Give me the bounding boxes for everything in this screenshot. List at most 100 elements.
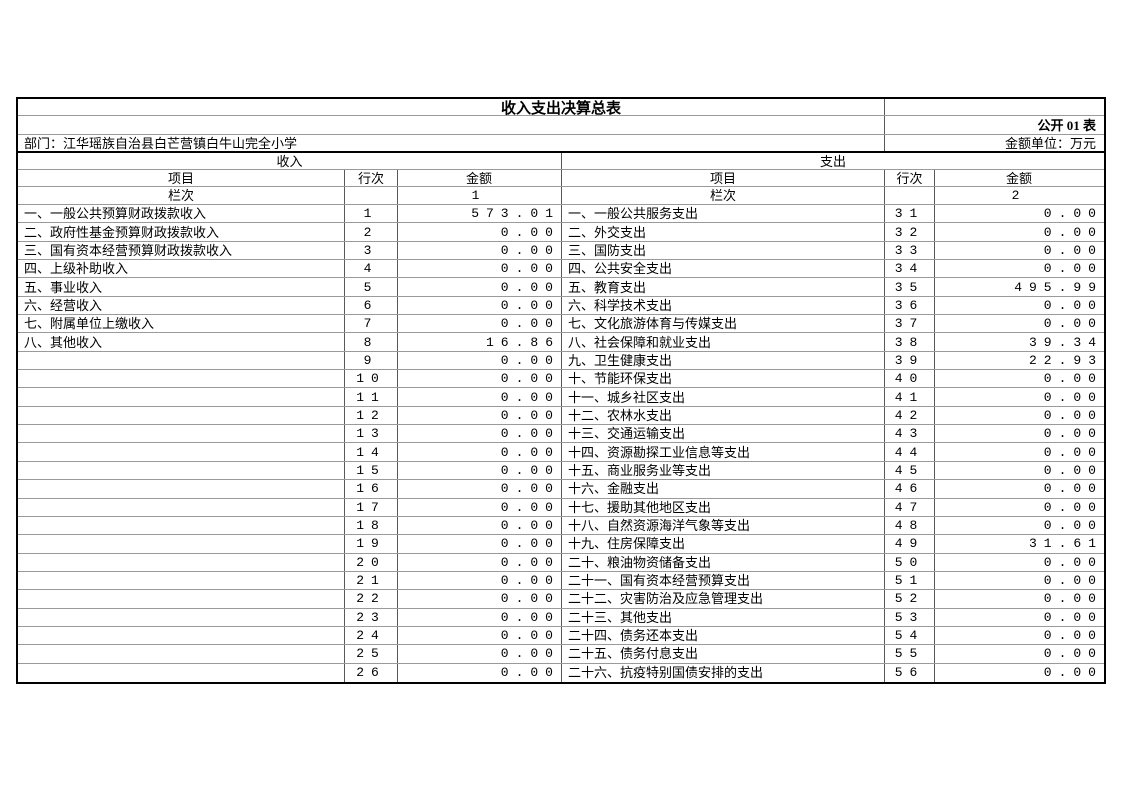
table-row: 20 0.00 二十、粮油物资储备支出 50 0.00 bbox=[18, 553, 1104, 572]
department-label: 部门：江华瑶族自治县白芒营镇白牛山完全小学 bbox=[18, 135, 885, 151]
doc-label-row: 公开 01 表 bbox=[18, 116, 1104, 135]
income-line-no: 22 bbox=[345, 590, 398, 608]
income-item bbox=[18, 553, 345, 571]
expense-lanci-line-spacer bbox=[885, 187, 935, 204]
expense-item: 十四、资源勘探工业信息等支出 bbox=[562, 443, 885, 461]
expense-amount: 0.00 bbox=[1043, 591, 1103, 607]
expense-item: 五、教育支出 bbox=[562, 278, 885, 296]
expense-amount: 39.34 bbox=[1028, 334, 1103, 350]
expense-amount: 495.99 bbox=[1014, 279, 1103, 295]
income-item bbox=[18, 663, 345, 682]
expense-item: 三、国防支出 bbox=[562, 241, 885, 260]
table-row: 七、附属单位上缴收入 7 0.00 七、文化旅游体育与传媒支出 37 0.00 bbox=[18, 315, 1104, 334]
income-amount: 0.00 bbox=[398, 553, 562, 571]
table-row: 18 0.00 十八、自然资源海洋气象等支出 48 0.00 bbox=[18, 516, 1104, 536]
expense-amount: 0.00 bbox=[1043, 665, 1103, 681]
expense-line-no: 37 bbox=[885, 315, 935, 333]
expense-line-no: 48 bbox=[885, 516, 935, 535]
income-line-no: 8 bbox=[345, 333, 398, 351]
expense-line-no: 54 bbox=[885, 626, 935, 645]
expense-col-item-header: 项目 bbox=[562, 170, 885, 186]
expense-amount: 0.00 bbox=[1043, 261, 1103, 277]
expense-amount: 0.00 bbox=[1043, 554, 1103, 570]
expense-amount: 0.00 bbox=[1043, 481, 1103, 497]
income-item: 六、经营收入 bbox=[18, 296, 345, 315]
income-col-line-header: 行次 bbox=[345, 170, 398, 186]
income-amount: 0.00 bbox=[398, 608, 562, 626]
table-row: 24 0.00 二十四、债务还本支出 54 0.00 bbox=[18, 626, 1104, 646]
expense-amount: 0.00 bbox=[1043, 628, 1103, 644]
expense-line-no: 46 bbox=[885, 480, 935, 498]
expense-item: 十二、农林水支出 bbox=[562, 406, 885, 425]
expense-line-no: 52 bbox=[885, 590, 935, 608]
income-line-no: 26 bbox=[345, 663, 398, 682]
income-line-no: 23 bbox=[345, 608, 398, 626]
income-amount: 0.00 bbox=[398, 498, 562, 516]
income-line-no: 1 bbox=[345, 205, 398, 223]
expense-lanci-label: 栏次 bbox=[562, 187, 885, 204]
expense-line-no: 34 bbox=[885, 260, 935, 278]
income-amount: 0.00 bbox=[398, 443, 562, 461]
income-amount: 0.00 bbox=[398, 425, 562, 443]
expense-amount: 0.00 bbox=[1043, 646, 1103, 662]
table-row: 六、经营收入 6 0.00 六、科学技术支出 36 0.00 bbox=[18, 296, 1104, 316]
doc-label: 公开 01 表 bbox=[1037, 117, 1096, 133]
income-amount: 0.00 bbox=[398, 516, 562, 535]
table-row: 19 0.00 十九、住房保障支出 49 31.61 bbox=[18, 535, 1104, 554]
doc-label-left-spacer bbox=[18, 116, 885, 134]
table-row: 12 0.00 十二、农林水支出 42 0.00 bbox=[18, 406, 1104, 426]
income-amount: 0.00 bbox=[398, 645, 562, 663]
expense-line-no: 44 bbox=[885, 443, 935, 461]
expense-col-amount-header: 金额 bbox=[1005, 170, 1032, 186]
income-item: 三、国有资本经营预算财政拨款收入 bbox=[18, 241, 345, 260]
income-lanci-label: 栏次 bbox=[18, 187, 345, 204]
income-line-no: 24 bbox=[345, 626, 398, 645]
table-row: 25 0.00 二十五、债务付息支出 55 0.00 bbox=[18, 645, 1104, 664]
income-amount: 0.00 bbox=[398, 370, 562, 388]
income-amount: 0.00 bbox=[398, 260, 562, 278]
table-row: 五、事业收入 5 0.00 五、教育支出 35 495.99 bbox=[18, 278, 1104, 297]
table-row: 四、上级补助收入 4 0.00 四、公共安全支出 34 0.00 bbox=[18, 260, 1104, 279]
table-row: 17 0.00 十七、援助其他地区支出 47 0.00 bbox=[18, 498, 1104, 517]
income-item bbox=[18, 516, 345, 535]
title-row: 收入支出决算总表 bbox=[18, 99, 1104, 117]
income-line-no: 17 bbox=[345, 498, 398, 516]
column-header-row: 项目 行次 金额 项目 行次 金额 bbox=[18, 170, 1104, 187]
expense-line-no: 47 bbox=[885, 498, 935, 516]
income-amount: 0.00 bbox=[398, 663, 562, 682]
expense-amount: 0.00 bbox=[1043, 609, 1103, 625]
income-amount: 0.00 bbox=[398, 241, 562, 260]
income-item bbox=[18, 626, 345, 645]
table-row: 八、其他收入 8 16.86 八、社会保障和就业支出 38 39.34 bbox=[18, 333, 1104, 352]
expense-line-no: 56 bbox=[885, 663, 935, 682]
income-line-no: 21 bbox=[345, 571, 398, 590]
expense-item: 七、文化旅游体育与传媒支出 bbox=[562, 315, 885, 333]
expense-amount: 0.00 bbox=[1043, 444, 1103, 460]
expense-item: 十六、金融支出 bbox=[562, 480, 885, 498]
income-line-no: 13 bbox=[345, 425, 398, 443]
income-line-no: 6 bbox=[345, 296, 398, 315]
table-row: 9 0.00 九、卫生健康支出 39 22.93 bbox=[18, 351, 1104, 371]
expense-line-no: 43 bbox=[885, 425, 935, 443]
expense-line-no: 36 bbox=[885, 296, 935, 315]
expense-item: 六、科学技术支出 bbox=[562, 296, 885, 315]
expense-item: 二十二、灾害防治及应急管理支出 bbox=[562, 590, 885, 608]
income-col-amount-header: 金额 bbox=[398, 170, 562, 186]
expense-item: 八、社会保障和就业支出 bbox=[562, 333, 885, 351]
expense-item: 四、公共安全支出 bbox=[562, 260, 885, 278]
income-item bbox=[18, 406, 345, 425]
income-amount: 0.00 bbox=[398, 223, 562, 241]
income-amount: 573.01 bbox=[398, 205, 562, 223]
income-line-no: 15 bbox=[345, 461, 398, 480]
income-amount: 0.00 bbox=[398, 480, 562, 498]
column-index-row: 栏次 1 栏次 2 bbox=[18, 187, 1104, 205]
expense-item: 二十一、国有资本经营预算支出 bbox=[562, 571, 885, 590]
income-line-no: 19 bbox=[345, 535, 398, 553]
income-line-no: 25 bbox=[345, 645, 398, 663]
income-amount: 0.00 bbox=[398, 461, 562, 480]
income-item: 二、政府性基金预算财政拨款收入 bbox=[18, 223, 345, 241]
expense-amount: 0.00 bbox=[1043, 371, 1103, 387]
income-section-title: 收入 bbox=[18, 153, 562, 169]
expense-amount: 0.00 bbox=[1043, 297, 1103, 313]
